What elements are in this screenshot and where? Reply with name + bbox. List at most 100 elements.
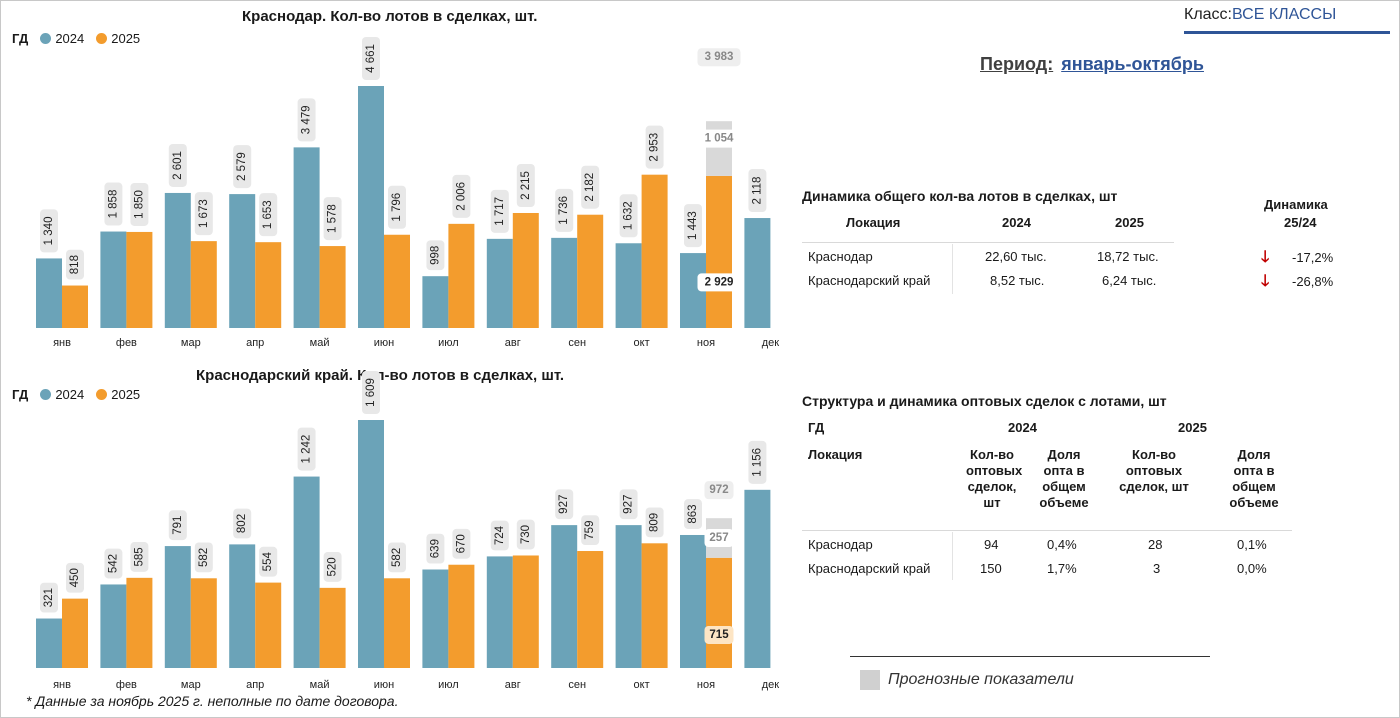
label-2025-ноя-bg — [704, 625, 734, 644]
label-2024-июн: 1 609 — [362, 371, 380, 414]
table2-header-location: Локация — [808, 447, 863, 462]
table2-row-count-2025: 28 — [1148, 537, 1163, 552]
label-2024-май-text: 1 242 — [301, 435, 313, 464]
label-2025-июл-text: 670 — [455, 534, 467, 553]
bar-2025-июл — [448, 564, 475, 668]
tick-апр: апр — [246, 679, 264, 691]
tick-ноя: ноя — [697, 679, 715, 691]
bar-2025-ноя — [706, 175, 732, 328]
label-2025-сен-bg — [581, 515, 600, 546]
label-forecast-extra-ноя-text: 257 — [709, 532, 728, 544]
label-2025-окт-bg — [645, 507, 664, 538]
label-2024-июн-text: 1 609 — [365, 378, 377, 407]
tick-авг: авг — [505, 337, 521, 349]
bar-forecast-ноя — [706, 121, 732, 176]
bar-2024-июл — [422, 569, 449, 668]
class-filter-underline — [1184, 31, 1390, 34]
bar-2025-янв — [62, 285, 88, 328]
label-2025-авг-text: 2 215 — [520, 171, 532, 200]
legend-dot-2025 — [96, 33, 108, 44]
bar-2025-фев — [126, 231, 153, 328]
tick-сен: сен — [568, 337, 586, 349]
label-2025-фев-text: 1 850 — [133, 190, 145, 219]
class-filter[interactable]: Класс:ВСЕ КЛАССЫ — [1184, 6, 1337, 23]
bar-2025-апр — [255, 582, 282, 668]
tick-янв: янв — [53, 337, 71, 349]
label-2025-июн-bg — [388, 542, 406, 573]
label-2025-май-text: 520 — [327, 557, 339, 576]
label-2024-окт-text: 1 632 — [623, 201, 635, 230]
label-2025-сен: 2 182 — [581, 165, 600, 209]
bar-2024-мар — [164, 192, 191, 328]
bar-2025-окт — [641, 543, 668, 668]
bar-2024-май — [293, 476, 320, 668]
label-2025-сен-bg — [581, 165, 600, 209]
label-2025-ноя: 2 929 — [697, 273, 741, 292]
label-2025-янв: 818 — [66, 249, 84, 280]
legend-item-2025[interactable]: 2025 — [96, 387, 140, 402]
label-2024-фев-bg — [104, 548, 123, 579]
legend-item-2024[interactable]: 2024 — [40, 387, 84, 402]
table2-row-location: Краснодарский край — [808, 561, 931, 576]
table1-row-dyn: -17,2% — [1292, 250, 1334, 265]
table1-header-location: Локация — [846, 215, 901, 230]
chart-krasnodar: 1 340 818 янв 1 858 1 850 фев 2 601 1 673 мар 2 5… — [36, 37, 779, 349]
label-2025-авг: 730 — [516, 519, 535, 550]
label-2025-окт-text: 2 953 — [649, 133, 661, 162]
label-2025-окт-text: 809 — [649, 513, 661, 532]
table1-row-2024: 22,60 тыс. — [985, 249, 1047, 264]
class-filter-value[interactable]: ВСЕ КЛАССЫ — [1232, 6, 1337, 23]
legend-item-2025[interactable]: 2025 — [96, 31, 140, 46]
label-2025-июн-text: 582 — [391, 548, 403, 567]
label-2024-авг: 1 717 — [490, 189, 509, 233]
label-2025-апр-text: 1 653 — [262, 200, 274, 229]
label-2024-апр-bg — [233, 145, 252, 189]
label-2024-май-bg — [297, 427, 316, 471]
label-forecast-total-ноя: 972 — [704, 481, 734, 500]
label-2024-дек-text: 2 118 — [751, 177, 763, 205]
label-2025-янв-bg — [66, 249, 84, 280]
bar-2024-авг — [486, 556, 513, 668]
label-2024-фев: 1 858 — [104, 182, 123, 226]
table2-row-share-2024: 1,7% — [1047, 561, 1077, 576]
tick-июл: июл — [438, 337, 459, 349]
legend-item-2024[interactable]: 2024 — [40, 31, 84, 46]
label-2024-окт: 927 — [619, 489, 638, 520]
label-2024-июл-text: 998 — [429, 246, 441, 265]
label-2025-авг-bg — [516, 163, 535, 207]
label-2024-апр-text: 802 — [236, 514, 248, 533]
label-forecast-extra-ноя-bg — [704, 528, 734, 547]
bar-2024-фев — [100, 584, 127, 668]
label-2025-окт: 809 — [645, 507, 664, 538]
label-2025-мар-text: 582 — [198, 548, 210, 567]
label-2025-мар-text: 1 673 — [198, 199, 210, 228]
bar-2025-сен — [577, 551, 604, 668]
label-2025-ноя-text: 715 — [709, 629, 729, 641]
bar-2024-фев — [100, 231, 127, 328]
chart1-title: Краснодар. Кол-во лотов в сделках, шт. — [242, 8, 538, 25]
label-2024-авг-bg — [490, 189, 509, 233]
label-2024-сен-bg — [555, 489, 574, 520]
bar-2024-мар — [164, 546, 191, 668]
legend-group-label: ГД — [12, 31, 29, 46]
bar-2025-мар — [190, 578, 217, 668]
down-arrow-icon: 🡓 — [1261, 249, 1270, 266]
period-filter[interactable]: Период: январь-октябрь — [980, 54, 1204, 74]
bar-2024-авг — [486, 238, 513, 328]
period-filter-value[interactable]: январь-октябрь — [1061, 54, 1204, 74]
label-2025-сен: 759 — [581, 515, 600, 546]
table1-header-2024: 2024 — [1002, 215, 1031, 230]
label-2024-июл-text: 639 — [429, 539, 441, 558]
label-2024-фев-text: 1 858 — [107, 190, 119, 219]
label-2025-янв-text: 818 — [69, 255, 81, 274]
label-2024-ноя: 863 — [684, 499, 702, 529]
table2-year-2024: 2024 — [1008, 420, 1037, 435]
label-2025-фев: 1 850 — [130, 182, 149, 226]
label-2024-авг: 724 — [490, 520, 509, 551]
bar-2025-май — [319, 246, 346, 328]
label-2024-мар-text: 2 601 — [172, 151, 184, 180]
bar-2024-дек — [744, 218, 771, 328]
label-2025-июл-text: 2 006 — [455, 182, 467, 211]
bar-2025-июл — [448, 223, 475, 328]
table2-year-2025: 2025 — [1178, 420, 1207, 435]
